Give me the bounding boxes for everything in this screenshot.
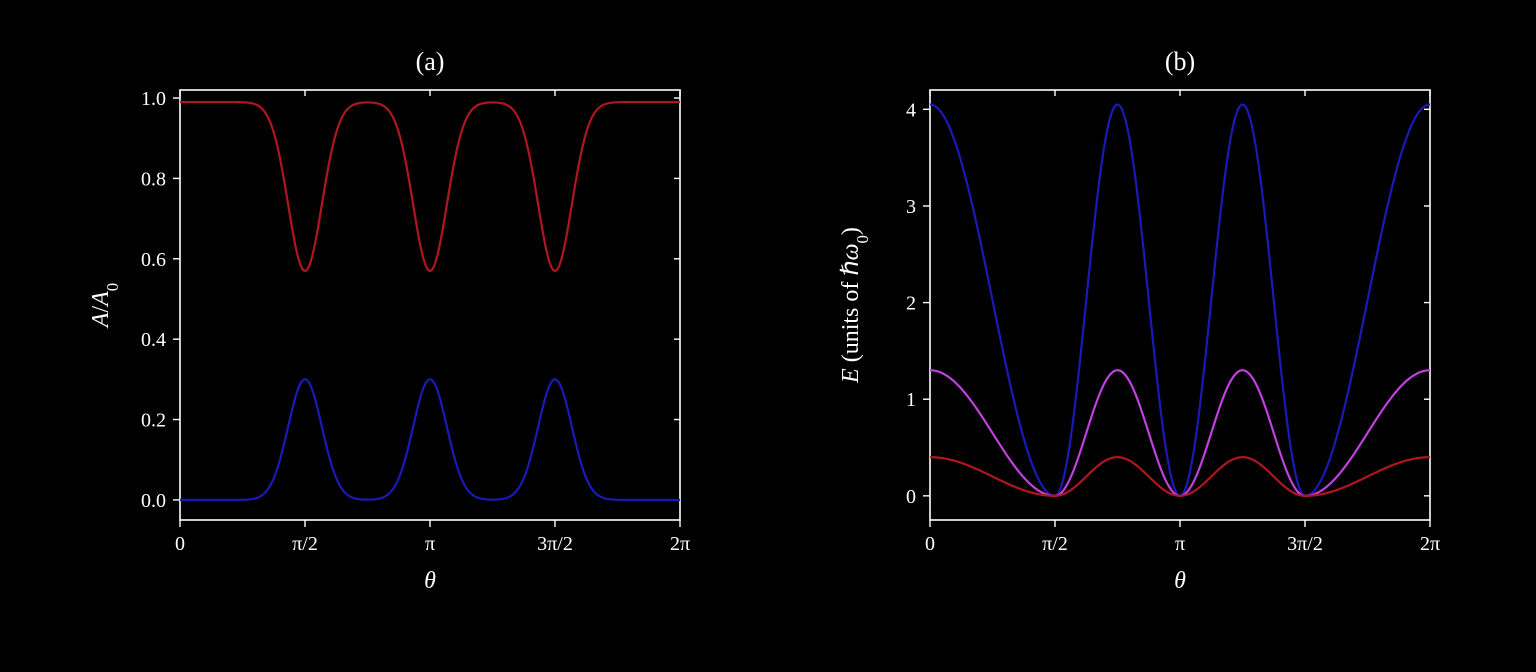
x-tick-label: 2π: [1420, 533, 1440, 555]
plot-frame: [930, 90, 1430, 520]
blue-curve: [930, 104, 1430, 495]
red-curve: [930, 457, 1430, 496]
x-tick-label: π/2: [1042, 533, 1068, 555]
right-curves: [930, 104, 1430, 495]
figure-stage: 0π/2π3π/22π0.00.20.40.60.81.0 (a) θ A/A0…: [0, 0, 1536, 672]
x-tick-label: 0: [925, 533, 935, 555]
y-tick-label: 4: [906, 99, 916, 121]
y-tick-label: 2: [906, 293, 916, 315]
right-x-axis-label: θ: [1174, 568, 1186, 594]
x-tick-label: 3π/2: [1287, 533, 1323, 555]
y-tick-label: 0: [906, 486, 916, 508]
x-tick-label: π: [1175, 533, 1185, 555]
right-subplot-title: (b): [1165, 47, 1195, 76]
right-y-axis-label: E (units of ℏω0): [838, 227, 872, 384]
y-tick-label: 1: [906, 389, 916, 411]
y-tick-label: 3: [906, 196, 916, 218]
magenta-curve: [930, 370, 1430, 496]
right-panel: 0 π/2 π 3π/2 2π 0 1 2 3 4 (b) θ E (units of ℏω0): [0, 0, 1536, 672]
